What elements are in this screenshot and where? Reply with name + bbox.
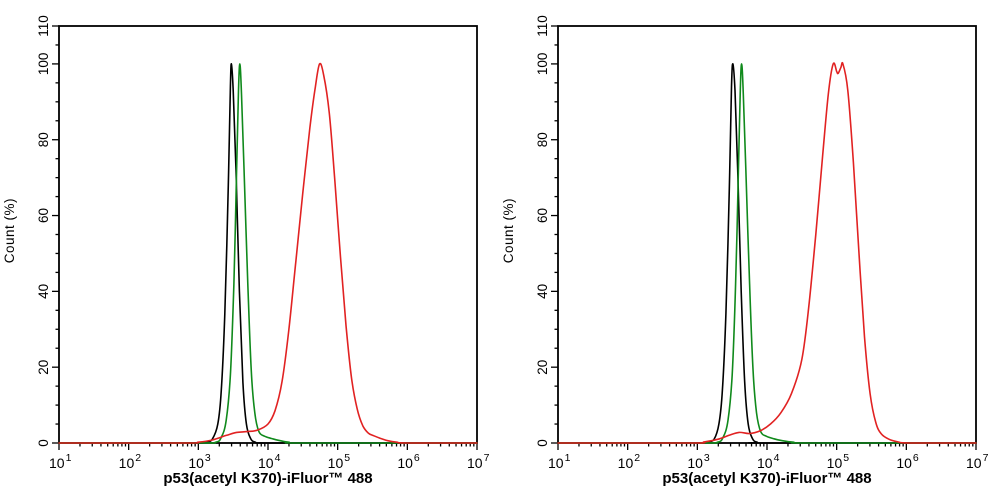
y-tick-label: 20 (535, 360, 550, 375)
x-tick-label: 101 (548, 452, 571, 471)
histogram-green-curve (557, 63, 977, 444)
x-tick-label: 107 (966, 452, 989, 471)
y-tick-label: 60 (36, 208, 51, 223)
x-tick-label: 102 (119, 452, 142, 471)
y-tick-label: 80 (535, 132, 550, 147)
x-tick-label: 105 (328, 452, 351, 471)
x-axis-label-left: p53(acetyl K370)-iFluor™ 488 (163, 470, 373, 487)
x-tick-label: 103 (188, 452, 211, 471)
histogram-red-curve (58, 62, 478, 444)
y-tick-label: 80 (36, 132, 51, 147)
plot-frame (557, 25, 977, 444)
y-tick-label: 40 (535, 284, 550, 299)
y-tick-label: 60 (535, 208, 550, 223)
histogram-red-curve (557, 61, 977, 444)
x-tick-label: 101 (49, 452, 72, 471)
y-tick-label: 0 (535, 439, 550, 447)
x-tick-label: 103 (687, 452, 710, 471)
x-tick-label: 106 (397, 452, 420, 471)
x-tick-label: 102 (618, 452, 641, 471)
y-tick-label: 100 (535, 53, 550, 76)
y-tick-label: 0 (36, 439, 51, 447)
x-axis-label-right: p53(acetyl K370)-iFluor™ 488 (662, 470, 872, 487)
y-tick-label: 100 (36, 53, 51, 76)
histogram-green-curve (58, 63, 478, 444)
y-tick-label: 110 (36, 15, 51, 37)
histogram-black-curve (557, 63, 977, 444)
x-tick-label: 107 (467, 452, 490, 471)
plot-frame (58, 25, 478, 444)
y-tick-label: 110 (535, 15, 550, 37)
y-axis-label-left: Count (%) (2, 198, 17, 264)
y-tick-label: 20 (36, 360, 51, 375)
x-tick-label: 106 (896, 452, 919, 471)
x-tick-label: 104 (757, 452, 780, 471)
histogram-black-curve (58, 63, 478, 444)
y-tick-label: 40 (36, 284, 51, 299)
x-tick-label: 105 (827, 452, 850, 471)
y-axis-label-right: Count (%) (501, 198, 516, 264)
x-tick-label: 104 (258, 452, 281, 471)
